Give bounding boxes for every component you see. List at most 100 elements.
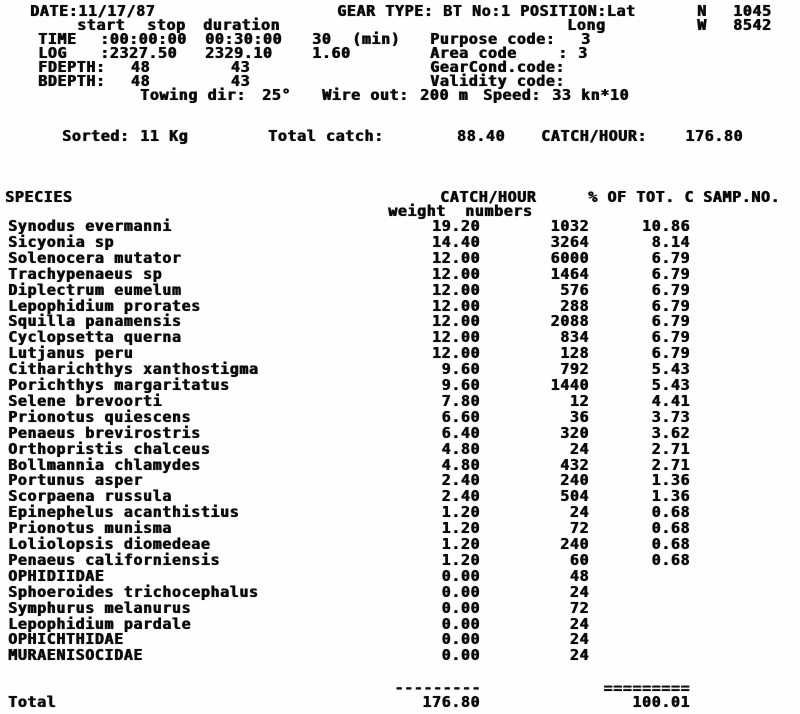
species-name: Bollmannia chlamydes (8, 455, 201, 474)
long-label: Long (567, 16, 606, 34)
time-start: :00:00:00 (100, 30, 187, 48)
species-name: Orthopristis chalceus (8, 439, 211, 458)
species-name: Epinephelus acanthistius (8, 503, 240, 522)
table-row: Epinephelus acanthistius 1.20 24 0.68 (0, 505, 800, 521)
species-name: Sicyonia sp (8, 232, 114, 251)
pct-value: 0.68 (651, 503, 690, 522)
species-column-header: SPECIES (5, 188, 73, 206)
gear-type-field: GEAR TYPE: BT No:1 (337, 2, 511, 20)
pct-value: 6.79 (651, 264, 690, 283)
numbers-subheader: numbers (465, 202, 533, 220)
numbers-value: 576 (560, 280, 589, 299)
species-name: Porichthys margaritatus (8, 376, 230, 394)
weight-value: 12.00 (431, 264, 480, 283)
weight-value: 1.20 (441, 503, 480, 522)
pct-value: 6.79 (651, 296, 690, 315)
table-row: Lutjanus peru 12.00 128 6.79 (0, 346, 800, 362)
table-row: Loliolopsis diomedeae 1.20 240 0.68 (0, 537, 800, 553)
table-row: Penaeus californiensis 1.20 60 0.68 (0, 550, 800, 569)
time-stop: 00:30:00 (205, 30, 283, 48)
weight-value: 12.00 (431, 296, 480, 315)
weight-value: 4.80 (441, 439, 480, 458)
pct-value: 3.62 (651, 423, 690, 442)
table-row: Bollmannia chlamydes 4.80 432 2.71 (0, 455, 800, 474)
numbers-value: 792 (560, 360, 589, 379)
numbers-value: 320 (560, 423, 589, 442)
log-start: :2327.50 (100, 44, 178, 62)
numbers-value: 24 (569, 439, 589, 458)
numbers-value: 60 (569, 550, 589, 569)
species-name: OPHIDIIDAE (8, 566, 105, 585)
species-name: Lepophidium prorates (8, 296, 201, 315)
pct-value: 1.36 (651, 471, 690, 490)
weight-value: 4.80 (441, 455, 480, 474)
total-pct-value: 100.01 (632, 693, 690, 711)
species-name: Scorpaena russula (8, 487, 172, 506)
numbers-value: 240 (560, 471, 589, 490)
long-value: 8542 (733, 16, 772, 34)
table-row: MURAENISOCIDAE 0.00 24 (0, 648, 800, 664)
pct-value: 0.68 (651, 519, 690, 538)
species-name: Selene brevoorti (8, 391, 163, 410)
numbers-value: 48 (569, 566, 589, 585)
species-name: Citharichthys xanthostigma (8, 360, 259, 379)
weight-value: 2.40 (441, 471, 480, 490)
weight-value: 12.00 (431, 248, 480, 267)
numbers-value: 6000 (550, 248, 589, 267)
pct-total-rule: ========= (603, 679, 690, 697)
species-name: Portunus asper (8, 471, 143, 490)
pct-value: 6.79 (651, 248, 690, 267)
table-row: Sphoeroides trichocephalus 0.00 24 (0, 582, 800, 601)
fdepth-label: FDEPTH: (38, 58, 106, 76)
catch-hour-label: CATCH/HOUR: (541, 127, 647, 145)
species-name: Squilla panamensis (8, 312, 182, 331)
duration-column-label: duration (203, 16, 281, 34)
table-row: Penaeus brevirostris 6.40 320 3.62 (0, 423, 800, 442)
pct-value: 5.43 (651, 376, 690, 394)
wire-out-value: 200 m (420, 86, 469, 104)
pct-value: 8.14 (651, 232, 690, 251)
fdepth-stop: 43 (230, 58, 250, 76)
numbers-value: 3264 (550, 232, 589, 251)
numbers-value: 2088 (550, 312, 589, 331)
weight-value: 12.00 (431, 312, 480, 331)
pct-value: 2.71 (651, 439, 690, 458)
time-unit: (min) (352, 30, 401, 48)
numbers-value: 504 (560, 487, 589, 506)
species-name: Prionotus quiescens (8, 407, 191, 426)
numbers-value: 36 (569, 407, 589, 426)
species-name: Penaeus brevirostris (8, 423, 201, 442)
time-duration: 30 (312, 30, 332, 48)
weight-value: 9.60 (441, 376, 480, 394)
numbers-value: 1440 (550, 376, 589, 394)
table-row: Symphurus melanurus 0.00 72 (0, 600, 800, 617)
numbers-value: 128 (560, 344, 589, 363)
weight-value: 12.00 (431, 328, 480, 347)
weight-value: 0.00 (441, 614, 480, 633)
long-hemisphere: W (697, 16, 707, 34)
numbers-value: 24 (569, 582, 589, 601)
weight-value: 0.00 (441, 646, 480, 665)
table-row: Prionotus quiescens 6.60 36 3.73 (0, 407, 800, 426)
species-name: Trachypenaeus sp (8, 264, 163, 283)
weight-value: 12.00 (431, 280, 480, 299)
area-code-colon: : (558, 44, 568, 62)
fdepth-start: 48 (130, 58, 150, 76)
weight-value: 1.20 (441, 519, 480, 538)
speed-label: Speed: (483, 86, 541, 104)
species-name: Lepophidium pardale (8, 614, 191, 633)
pct-value: 0.68 (651, 535, 690, 553)
validity-code-label: Validity code: (430, 72, 565, 90)
numbers-value: 432 (560, 455, 589, 474)
table-row: Porichthys margaritatus 9.60 1440 5.43 (0, 378, 800, 394)
speed-value: 33 kn*10 (552, 86, 630, 104)
total-weight-value: 176.80 (422, 693, 480, 711)
samp-column-header: SAMP.NO. (703, 188, 781, 206)
bdepth-start: 48 (130, 72, 150, 90)
table-row: Diplectrum eumelum 12.00 576 6.79 (0, 280, 800, 299)
species-name: Sphoeroides trichocephalus (8, 582, 259, 601)
bdepth-label: BDEPTH: (38, 72, 106, 90)
pct-value: 6.79 (651, 280, 690, 299)
weight-value: 0.00 (441, 582, 480, 601)
